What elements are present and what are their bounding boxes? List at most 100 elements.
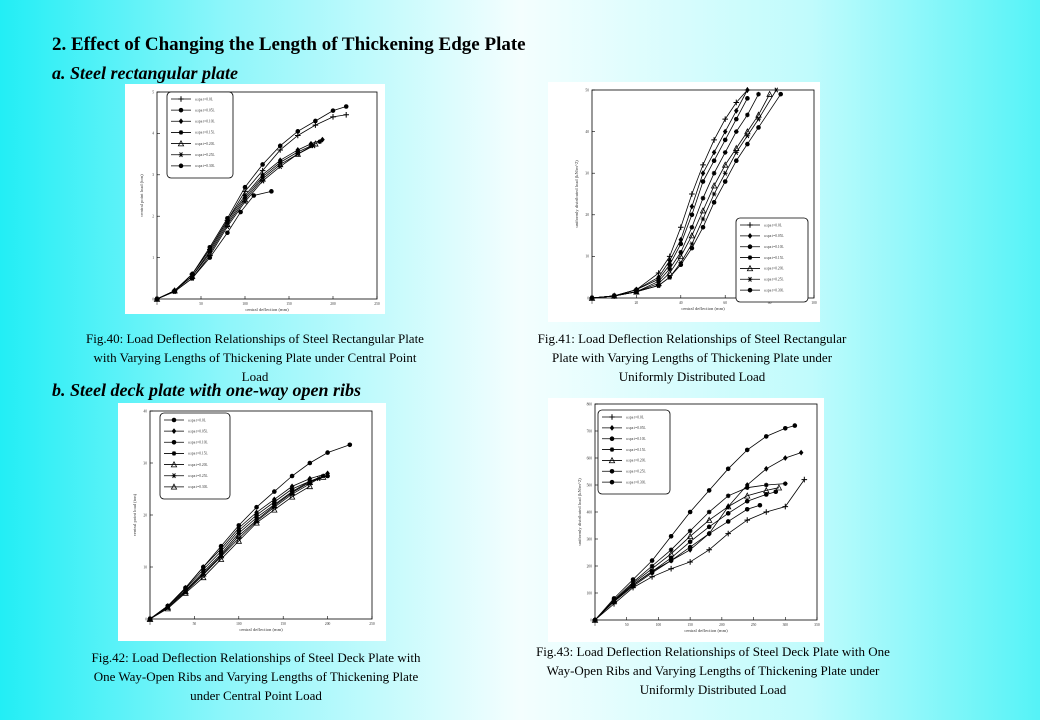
fig42-plot: 0 50 100 150 200 250 0 10 20 30 40 central deflecti… [132, 409, 375, 632]
fig43-series-line [594, 487, 780, 621]
fig43-data-point [668, 565, 674, 572]
fig43-data-point [798, 449, 804, 456]
fig43-data-point [744, 507, 750, 512]
fig40-data-point [295, 151, 301, 157]
fig41-data-point [689, 241, 695, 247]
fig41-legend-marker [747, 244, 753, 250]
fig41-series-line [591, 98, 748, 299]
fig41-data-point [667, 266, 672, 272]
fig40-legend-label: a.spa t=0.10L [195, 120, 215, 124]
fig41-plot-frame [591, 89, 815, 299]
fig43-x-axis-label: central deflection (mm) [684, 628, 728, 633]
fig43-data-point [725, 511, 731, 516]
fig41-x-tick-label: 40 [679, 301, 683, 305]
fig43-legend-marker [609, 447, 615, 452]
fig41-data-point [611, 293, 617, 299]
fig41-data-point [689, 203, 695, 210]
fig40-y-tick-label: 4 [152, 132, 154, 136]
fig43-data-point [757, 502, 763, 508]
fig41-data-point [667, 274, 672, 280]
fig42-data-point [200, 564, 206, 570]
fig41-data-point [745, 141, 750, 147]
fig41-legend-label: a.spa t=0.05L [764, 234, 784, 238]
fig40-data-point [189, 276, 195, 281]
fig40-data-point [308, 143, 314, 149]
fig40-x-tick-label: 150 [286, 302, 292, 306]
fig41-data-point [711, 158, 717, 164]
fig43-y-tick-label: 600 [587, 456, 593, 460]
fig42-y-tick-label: 20 [143, 513, 147, 517]
fig41-data-point [733, 99, 740, 106]
fig40-data-point [260, 178, 265, 184]
fig42-legend-box [159, 412, 231, 500]
fig41-data-point [656, 283, 661, 288]
fig41-legend-marker [747, 255, 753, 260]
fig41-data-point [773, 87, 779, 93]
fig42-y-tick-label: 30 [143, 461, 147, 465]
fig43-data-point [687, 539, 693, 544]
fig43-data-point [763, 465, 769, 472]
fig41-legend-label: a.spa t=0.25L [764, 278, 784, 282]
fig43-y-tick-label: 200 [587, 564, 593, 568]
fig43-legend-label: a.spa t=0.25L [626, 470, 646, 474]
fig41-x-tick-label: 0 [591, 301, 593, 305]
fig43-data-point [668, 558, 674, 563]
fig41-y-tick-label: 0 [587, 296, 589, 300]
fig43-data-point [763, 509, 770, 515]
fig43-legend: a.spa t=0.0L a.spa t=0.05L a.spa t=0.10L a.… [597, 409, 671, 495]
fig43-legend-marker [609, 436, 615, 442]
fig40-panel: 0 50 100 150 200 250 0 1 2 3 4 5 central deflection … [125, 84, 385, 314]
fig40-data-point [343, 104, 349, 109]
fig42-data-point [218, 551, 224, 557]
fig41-data-point [734, 158, 739, 164]
fig42-data-point [236, 525, 242, 531]
section-b-title: b. Steel deck plate with one-way open ri… [52, 380, 361, 400]
fig40-y-tick-label: 0 [152, 297, 154, 301]
fig41-data-point [733, 144, 740, 151]
fig41-data-point [700, 216, 706, 222]
fig42-data-point [254, 504, 259, 510]
fig42-data-point [289, 473, 295, 479]
fig41-x-tick-label: 100 [811, 301, 817, 305]
fig42-data-point [307, 460, 313, 466]
fig41-data-point [721, 161, 729, 168]
fig42-x-tick-label: 150 [281, 622, 287, 626]
fig43-data-point [725, 530, 731, 537]
fig43-data-point [782, 426, 788, 431]
fig43-data-point [649, 558, 655, 563]
fig41-data-point [711, 170, 717, 176]
fig43-x-tick-label: 350 [814, 623, 820, 627]
fig41-data-point [745, 133, 750, 139]
fig43-data-point [744, 485, 750, 490]
fig43-series-5 [591, 484, 783, 623]
fig43-y-tick-label: 700 [587, 429, 593, 433]
fig43-data-point [782, 481, 788, 486]
fig41-y-tick-label: 40 [585, 130, 589, 134]
fig41-data-point [634, 289, 639, 295]
fig43-plot: 0 50 100 150 200 250 300 350 0 100 200 300 400 500 600… [577, 402, 820, 633]
fig42-x-tick-label: 200 [325, 622, 331, 626]
fig41-data-point [722, 137, 728, 143]
fig40-data-point [260, 162, 265, 167]
fig40-x-tick-label: 50 [199, 302, 203, 306]
fig42-data-point [320, 473, 326, 479]
fig40-legend-marker [178, 152, 184, 158]
fig41-legend-label: a.spa t=0.20L [764, 267, 784, 271]
fig40-data-point [295, 129, 301, 134]
fig42-data-point [288, 493, 296, 500]
fig42-data-point [271, 506, 278, 513]
fig43-data-point [763, 482, 769, 488]
fig40-data-point [343, 111, 349, 118]
fig43-series-line [594, 504, 761, 621]
fig43-legend-marker [609, 479, 615, 485]
fig41-data-point [689, 191, 695, 197]
fig42-panel: 0 50 100 150 200 250 0 10 20 30 40 central deflecti… [118, 403, 386, 641]
fig42-legend-label: a.spa t=0.30L [188, 485, 208, 489]
fig43-legend-label: a.spa t=0.15L [626, 448, 646, 452]
fig41-data-point [700, 195, 706, 201]
fig41-data-point [734, 116, 739, 122]
fig40-y-tick-label: 2 [152, 215, 154, 219]
fig42-data-point [200, 573, 207, 581]
fig43-data-point [705, 516, 713, 523]
fig43-data-point [763, 434, 769, 439]
